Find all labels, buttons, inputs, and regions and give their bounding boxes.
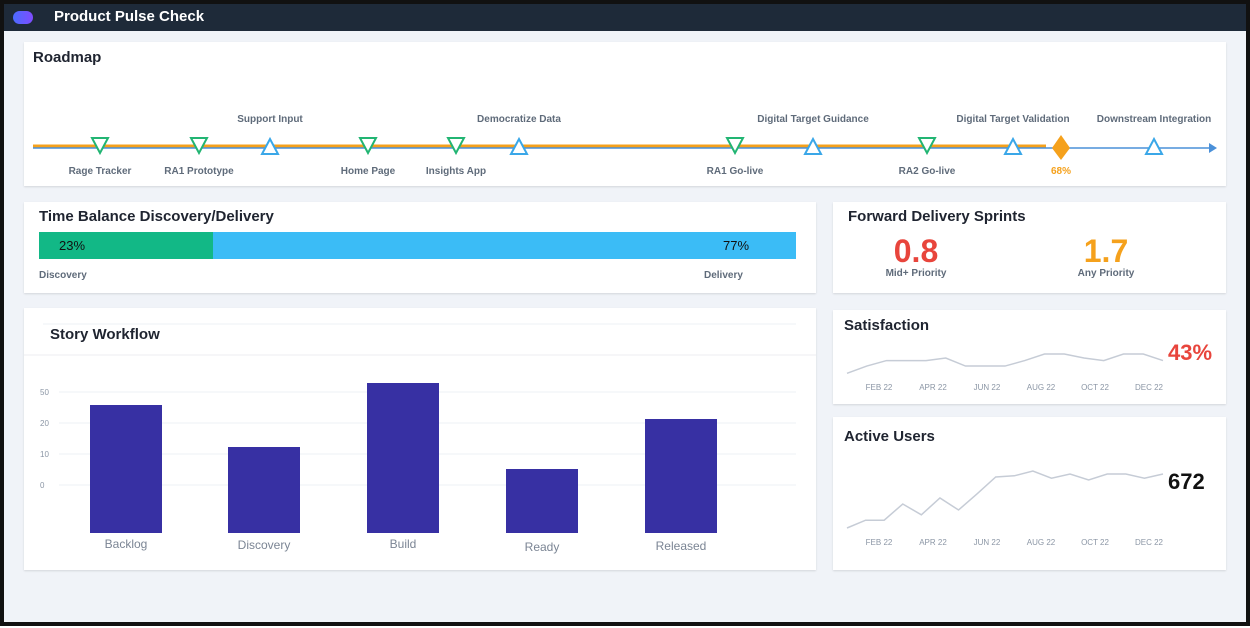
metric-any-priority: 1.7 Any Priority [1056, 234, 1156, 279]
roadmap-milestone[interactable]: Digital Target Validation [956, 114, 1070, 155]
y-tick-label: 50 [40, 388, 49, 397]
x-category-label: Ready [525, 540, 560, 554]
bar[interactable] [367, 383, 439, 533]
timeline-arrow-icon [1209, 143, 1217, 153]
satisfaction-title: Satisfaction [844, 317, 930, 334]
roadmap-milestone[interactable]: Home Page [341, 137, 396, 177]
metric-any-priority-value: 1.7 [1083, 233, 1129, 269]
discovery-segment [39, 232, 214, 259]
x-tick-label: AUG 22 [1027, 383, 1056, 392]
milestone-down-triangle-icon [725, 137, 745, 156]
sparkline-series [846, 353, 1164, 375]
milestone-up-triangle-icon [509, 136, 529, 155]
roadmap-milestone[interactable]: Insights App [426, 137, 486, 177]
roadmap-milestone[interactable]: Digital Target Guidance [757, 114, 869, 155]
x-category-label: Build [390, 537, 417, 551]
x-tick-label: APR 22 [919, 383, 947, 392]
bar[interactable] [228, 447, 300, 533]
milestone-down-triangle-icon [90, 137, 110, 156]
delivery-percent: 77% [723, 238, 750, 253]
milestone-up-triangle-icon [1144, 136, 1164, 155]
x-tick-label: APR 22 [919, 538, 947, 547]
metric-any-priority-label: Any Priority [1077, 268, 1135, 279]
roadmap-milestone[interactable]: RA1 Go-live [707, 137, 764, 177]
milestone-label: Support Input [237, 114, 303, 125]
app-logo-icon [13, 11, 33, 24]
milestone-down-triangle-icon [358, 137, 378, 156]
milestone-label: Digital Target Guidance [757, 114, 869, 125]
milestone-label: Democratize Data [477, 114, 561, 125]
milestone-down-triangle-icon [917, 137, 937, 156]
roadmap-milestone[interactable]: Downstream Integration [1097, 114, 1211, 155]
x-tick-label: OCT 22 [1081, 383, 1109, 392]
milestone-label: 68% [1051, 166, 1071, 177]
forward-delivery-card: Forward Delivery Sprints 0.8 Mid+ Priori… [833, 202, 1226, 293]
bar[interactable] [90, 405, 162, 533]
top-bar: Product Pulse Check [4, 4, 1246, 31]
metric-mid-priority: 0.8 Mid+ Priority [866, 234, 966, 279]
milestone-label: Insights App [426, 166, 486, 177]
milestone-label: RA1 Go-live [707, 166, 764, 177]
y-tick-label: 10 [40, 450, 49, 459]
x-tick-label: FEB 22 [866, 538, 893, 547]
x-tick-label: JUN 22 [974, 383, 1001, 392]
milestone-up-triangle-icon [1003, 136, 1023, 155]
milestone-label: Digital Target Validation [956, 114, 1069, 125]
y-tick-label: 20 [40, 419, 49, 428]
x-tick-label: AUG 22 [1027, 538, 1056, 547]
active-users-card: Active Users FEB 22 APR 22 JUN 22 AUG 22 OCT… [833, 417, 1226, 570]
x-category-label: Discovery [238, 538, 291, 552]
roadmap-card: Roadmap Rage Tracker RA1 Prototype Support… [24, 42, 1226, 186]
app-title: Product Pulse Check [54, 8, 205, 25]
roadmap-milestone[interactable]: Rage Tracker [69, 137, 132, 177]
metric-mid-priority-value: 0.8 [893, 233, 939, 269]
active-users-value: 672 [1168, 469, 1205, 494]
story-workflow-chart: 50 20 10 0 Backlog Discovery Build Ready Release… [24, 323, 816, 554]
satisfaction-sparkline: FEB 22 APR 22 JUN 22 AUG 22 OCT 22 DEC 22 [846, 353, 1164, 392]
x-tick-label: DEC 22 [1135, 383, 1164, 392]
time-balance-bar: 23% 77% [39, 232, 796, 259]
x-tick-label: DEC 22 [1135, 538, 1164, 547]
x-tick-label: FEB 22 [866, 383, 893, 392]
time-balance-title: Time Balance Discovery/Delivery [39, 208, 274, 225]
milestone-label: RA2 Go-live [899, 166, 956, 177]
milestone-label: RA1 Prototype [164, 166, 234, 177]
milestone-diamond-icon [1052, 135, 1070, 160]
y-tick-label: 0 [40, 481, 45, 490]
roadmap-milestone[interactable]: Democratize Data [477, 114, 561, 155]
roadmap-milestone[interactable]: RA2 Go-live [899, 137, 956, 177]
active-users-title: Active Users [844, 428, 935, 445]
roadmap-milestone[interactable]: Support Input [237, 114, 303, 155]
forward-delivery-title: Forward Delivery Sprints [848, 208, 1026, 225]
milestone-up-triangle-icon [260, 136, 280, 155]
milestone-label: Rage Tracker [69, 166, 132, 177]
x-tick-label: OCT 22 [1081, 538, 1109, 547]
sparkline-series [846, 470, 1164, 529]
milestone-down-triangle-icon [189, 137, 209, 156]
satisfaction-value: 43% [1168, 340, 1213, 365]
story-workflow-card: Story Workflow 50 20 10 0 Backlog Discovery Bu… [24, 308, 816, 570]
milestone-label: Downstream Integration [1097, 114, 1211, 125]
delivery-label: Delivery [704, 270, 743, 281]
x-tick-label: JUN 22 [974, 538, 1001, 547]
discovery-label: Discovery [39, 270, 87, 281]
x-category-label: Backlog [105, 537, 148, 551]
roadmap-title: Roadmap [33, 49, 102, 66]
milestone-down-triangle-icon [446, 137, 466, 156]
metric-mid-priority-label: Mid+ Priority [885, 268, 947, 279]
roadmap-milestone[interactable]: RA1 Prototype [164, 137, 234, 177]
roadmap-milestone[interactable]: 68% [1051, 135, 1071, 177]
satisfaction-card: Satisfaction FEB 22 APR 22 JUN 22 AUG 22 OCT… [833, 310, 1226, 404]
roadmap-timeline: Rage Tracker RA1 Prototype Support Input Ho… [33, 114, 1217, 177]
discovery-percent: 23% [59, 238, 86, 253]
milestone-up-triangle-icon [803, 136, 823, 155]
story-workflow-title: Story Workflow [50, 326, 160, 343]
bar[interactable] [645, 419, 717, 533]
milestone-label: Home Page [341, 166, 396, 177]
active-users-sparkline: FEB 22 APR 22 JUN 22 AUG 22 OCT 22 DEC 22 [846, 470, 1164, 547]
time-balance-card: Time Balance Discovery/Delivery 23% 77% … [24, 202, 816, 293]
bar[interactable] [506, 469, 578, 533]
x-category-label: Released [656, 539, 707, 553]
